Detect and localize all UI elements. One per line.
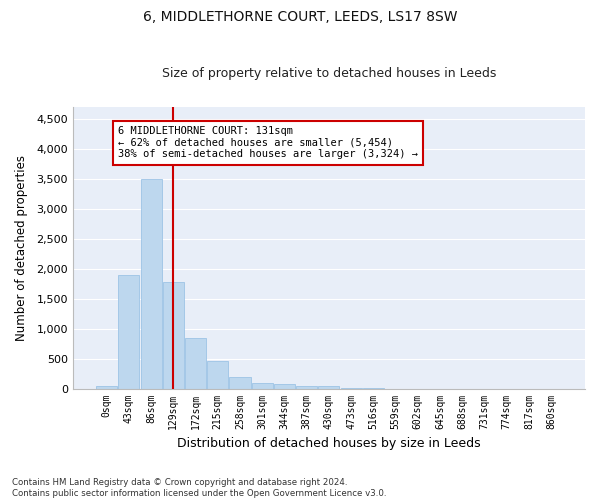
Bar xyxy=(296,386,317,388)
Title: Size of property relative to detached houses in Leeds: Size of property relative to detached ho… xyxy=(162,66,496,80)
Bar xyxy=(229,378,251,388)
Bar xyxy=(185,338,206,388)
Bar xyxy=(96,386,117,388)
Bar xyxy=(274,384,295,388)
Bar xyxy=(319,386,340,388)
Bar xyxy=(118,275,139,388)
Bar xyxy=(207,361,229,388)
Bar xyxy=(163,282,184,389)
Bar xyxy=(140,179,161,388)
Bar xyxy=(251,382,273,388)
Y-axis label: Number of detached properties: Number of detached properties xyxy=(15,155,28,341)
X-axis label: Distribution of detached houses by size in Leeds: Distribution of detached houses by size … xyxy=(177,437,481,450)
Text: Contains HM Land Registry data © Crown copyright and database right 2024.
Contai: Contains HM Land Registry data © Crown c… xyxy=(12,478,386,498)
Text: 6, MIDDLETHORNE COURT, LEEDS, LS17 8SW: 6, MIDDLETHORNE COURT, LEEDS, LS17 8SW xyxy=(143,10,457,24)
Text: 6 MIDDLETHORNE COURT: 131sqm
← 62% of detached houses are smaller (5,454)
38% of: 6 MIDDLETHORNE COURT: 131sqm ← 62% of de… xyxy=(118,126,418,160)
